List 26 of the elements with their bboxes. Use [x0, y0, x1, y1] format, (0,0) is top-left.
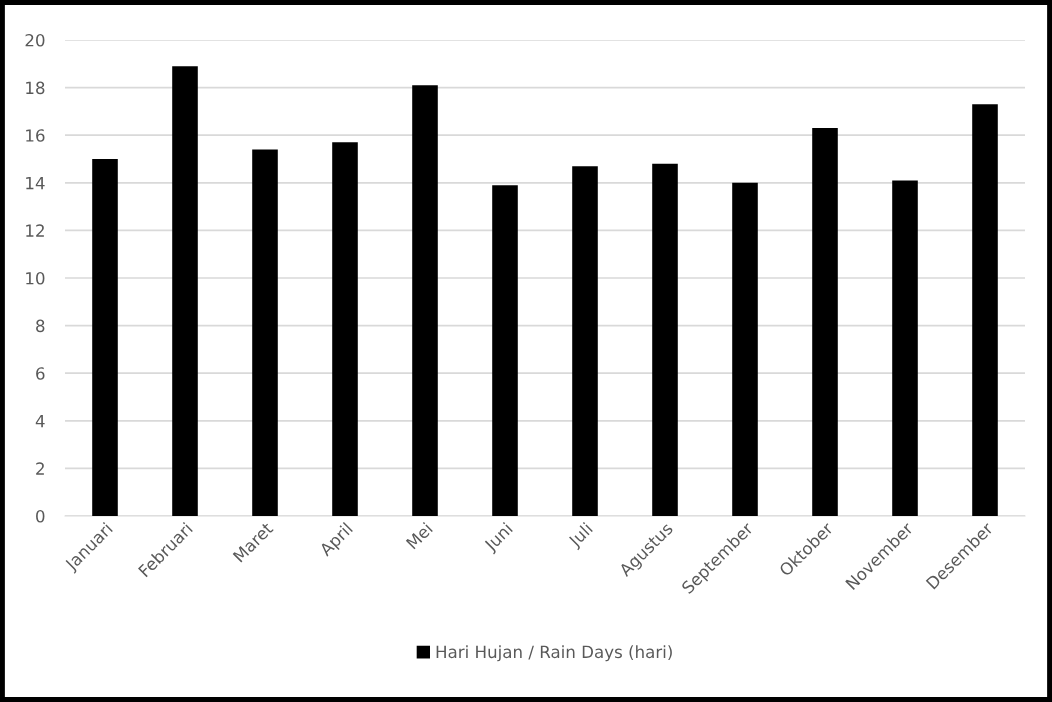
bar: [892, 180, 918, 516]
legend-label: Hari Hujan / Rain Days (hari): [436, 645, 672, 662]
bar: [652, 163, 678, 516]
y-tick-label: 12: [26, 224, 44, 237]
y-tick-label: 0: [36, 509, 45, 523]
bar: [252, 149, 278, 516]
y-tick-label: 16: [26, 129, 45, 142]
y-tick-label: 6: [36, 367, 45, 380]
bar: [572, 166, 598, 516]
bar: [332, 142, 358, 516]
y-tick-label: 8: [36, 319, 45, 333]
y-tick-label: 14: [26, 176, 45, 190]
x-tick-label: Juli: [566, 521, 596, 551]
y-tick-label: 18: [26, 81, 45, 95]
bar: [732, 182, 758, 516]
y-tick-label: 4: [35, 414, 45, 428]
y-tick-label: 10: [26, 271, 45, 285]
bar: [412, 85, 438, 516]
y-tick-label: 2: [36, 462, 44, 475]
bar: [812, 128, 838, 516]
x-tick-label: Mei: [405, 521, 434, 550]
y-tick-label: 20: [25, 33, 45, 47]
bar: [172, 66, 198, 516]
bar: [972, 104, 998, 516]
bar: [492, 185, 518, 516]
bar: [92, 159, 118, 516]
